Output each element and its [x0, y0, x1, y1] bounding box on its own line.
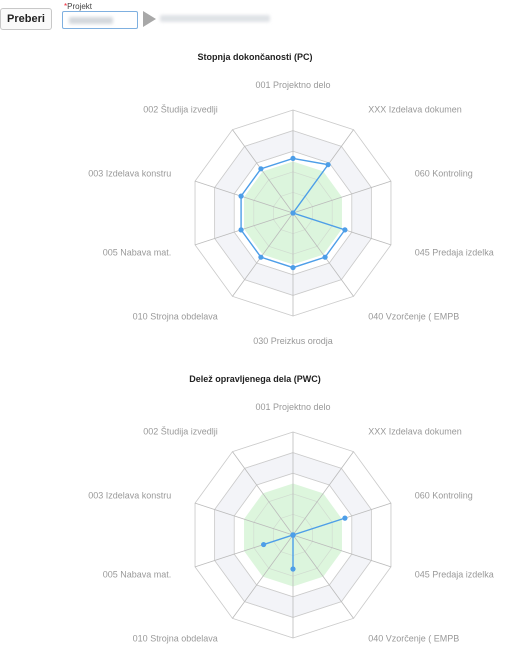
pwc-chart-title: Delež opravljenega dela (PWC) — [189, 374, 321, 384]
pwc-spoke — [232, 534, 294, 619]
pc-axis-label: 003 Izdelava konstru — [88, 168, 171, 178]
pwc-axis-label: 003 Izdelava konstru — [88, 490, 171, 500]
pc-data-point[interactable] — [238, 193, 244, 199]
projekt-input-redacted — [69, 17, 113, 24]
pc-spoke — [232, 129, 294, 214]
pwc-spoke — [292, 451, 354, 536]
pwc-axis-label: 040 Vzorčenje ( EMPB — [368, 634, 459, 644]
pwc-radar-svg: 001 Projektno delo XXX Izdelava dokumen 06… — [88, 402, 494, 644]
pc-data-point[interactable] — [290, 210, 296, 216]
pwc-data-point[interactable] — [290, 532, 296, 538]
pwc-spoke — [194, 502, 294, 536]
pc-chart-title: Stopnja dokončanosti (PC) — [197, 52, 313, 62]
pc-data-point[interactable] — [325, 162, 331, 168]
projekt-input[interactable] — [62, 11, 138, 29]
pwc-data-point[interactable] — [342, 515, 348, 521]
pc-spoke — [292, 180, 392, 214]
required-mark: * — [64, 2, 68, 11]
preberi-button[interactable]: Preberi — [0, 8, 52, 30]
pwc-spoke — [232, 451, 294, 536]
pc-axis-label: 040 Vzorčenje ( EMPB — [368, 312, 459, 322]
pc-axis-label: 005 Nabava mat. — [103, 248, 172, 258]
pc-radar-svg: 001 Projektno delo XXX Izdelava dokumen 06… — [88, 80, 494, 346]
pc-data-point[interactable] — [258, 166, 264, 172]
pc-spoke — [194, 180, 294, 214]
arrow-right-icon — [143, 11, 156, 27]
toolbar: Preberi *Projekt — [0, 0, 510, 34]
pc-axis-label: 060 Kontroling — [415, 168, 473, 178]
pc-axis-label: 002 Študija izvedlji — [143, 104, 218, 114]
pc-axis-label: 045 Predaja izdelka — [415, 248, 494, 258]
pwc-spoke — [292, 534, 392, 568]
pc-axis-label: XXX Izdelava dokumen — [368, 104, 462, 114]
pc-axis-label: 010 Strojna obdelava — [133, 312, 218, 322]
pc-data-point[interactable] — [290, 264, 296, 271]
projekt-label-text: Projekt — [67, 2, 93, 11]
pc-spoke — [194, 212, 294, 246]
pc-data-point[interactable] — [342, 227, 348, 233]
pwc-axis-label: XXX Izdelava dokumen — [368, 426, 462, 436]
pc-spoke — [232, 212, 294, 297]
pc-data-point[interactable] — [238, 227, 244, 233]
pwc-data-point[interactable] — [290, 566, 296, 572]
pc-axis-label: 001 Projektno delo — [255, 80, 330, 90]
pc-axis-label: 030 Preizkus orodja — [253, 336, 333, 346]
project-description-redacted — [160, 15, 270, 22]
pwc-data-point[interactable] — [261, 541, 267, 548]
pc-data-point[interactable] — [290, 155, 296, 162]
pwc-axis-label: 001 Projektno delo — [255, 402, 330, 412]
pwc-spoke — [292, 534, 354, 619]
pwc-axis-label: 010 Strojna obdelava — [133, 634, 218, 644]
pc-radar-chart: Stopnja dokončanosti (PC) 001 Projektno … — [0, 48, 510, 348]
pwc-axis-label: 045 Predaja izdelka — [415, 570, 494, 580]
pwc-radar-chart: Delež opravljenega dela (PWC) 001 Projek… — [0, 370, 510, 650]
pc-data-point[interactable] — [258, 254, 264, 260]
pc-spoke — [292, 212, 354, 297]
pwc-axis-label: 005 Nabava mat. — [103, 570, 172, 580]
pwc-axis-label: 060 Kontroling — [415, 490, 473, 500]
pwc-axis-label: 002 Študija izvedlji — [143, 426, 218, 436]
projekt-field-label: *Projekt — [64, 2, 92, 11]
pc-data-point[interactable] — [322, 254, 328, 260]
